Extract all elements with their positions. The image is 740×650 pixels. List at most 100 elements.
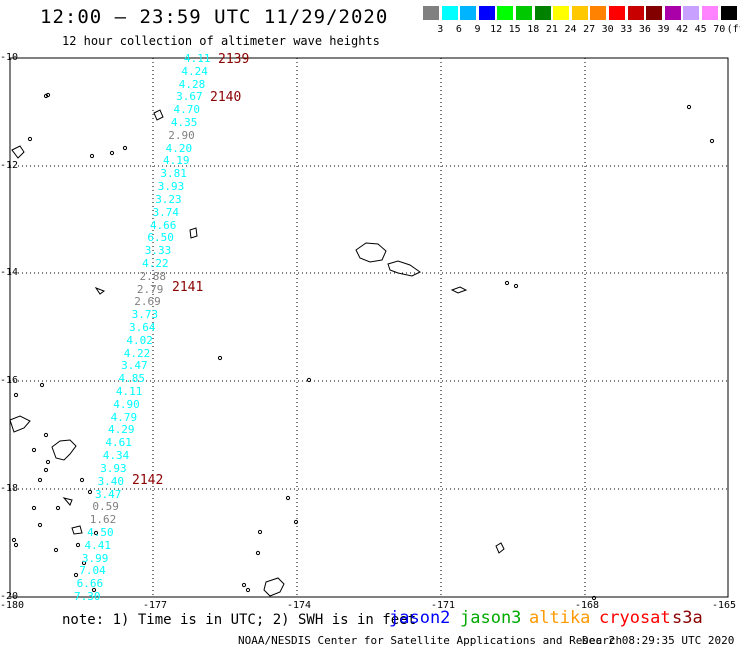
scale-swatch [553,6,570,20]
scale-label: 15 [508,24,521,35]
map-title: 12:00 — 23:59 UTC 11/29/2020 [40,6,389,28]
wave-height-label: 4.11 [184,52,211,65]
latitude-label: -16 [0,375,19,386]
wave-height-label: 6.66 [76,577,104,591]
wave-height-label: 3.47 [121,359,148,373]
longitude-label: -171 [431,600,456,611]
island-dot [45,459,51,465]
satellite-jason3-label: jason3 [460,608,522,628]
wave-height-label: 4.66 [149,218,177,232]
wave-height-label: 4.41 [84,538,111,552]
island-dot [591,595,597,601]
scale-label: 30 [601,24,614,35]
wave-height-label: 4.90 [113,397,140,411]
scale-swatch [664,6,681,20]
wave-height-label: 7.04 [79,564,106,578]
island-dot [93,530,99,536]
island-dot [241,582,247,588]
wave-height-label: 3.74 [152,205,180,219]
scale-swatch [646,6,663,20]
wave-height-label: 4.22 [123,346,151,360]
wave-height-label: 4.50 [87,525,114,539]
island-outline [450,286,468,294]
island-outline [71,525,83,535]
island-outline [355,242,387,263]
wave-height-label: 4.29 [108,423,135,437]
wave-height-label: 4.79 [110,410,138,424]
island-dot [91,587,97,593]
island-dot [686,104,692,110]
island-dot [109,150,115,156]
wave-height-label: 4.19 [163,154,190,168]
wave-height-label: 4.35 [170,116,198,130]
island-dot [53,547,59,553]
scale-label: 39 [657,24,670,35]
scale-swatch [627,6,644,20]
pass-number: 2139 [218,52,250,67]
wave-height-label: 4.61 [105,436,132,450]
longitude-label: -177 [143,600,168,611]
satellite-altika-label: altika [529,608,591,628]
island-dot [43,93,49,99]
scale-swatch [590,6,607,20]
scale-swatch [683,6,700,20]
scale-label: 9 [474,24,481,35]
wave-height-label: 4.24 [181,64,208,78]
longitude-label: -180 [0,600,25,611]
map-subtitle: 12 hour collection of altimeter wave hei… [62,34,380,48]
longitude-label: -165 [712,600,737,611]
wave-height-label: 3.33 [144,244,172,258]
island-dot [87,489,93,495]
wave-height-label: 3.99 [81,551,109,565]
latitude-label: -20 [0,591,19,602]
scale-label: 70 [713,24,726,35]
island-dot [75,542,81,548]
scale-label: 21 [545,24,558,35]
scale-label: 36 [638,24,651,35]
island-dot [31,447,37,453]
island-dot [81,560,87,566]
wave-height-label: 4.70 [173,103,201,117]
island-dot [37,522,43,528]
scale-swatch [423,6,439,20]
island-dot [504,280,510,286]
scale-swatch [460,6,477,20]
island-dot [43,432,49,438]
island-dot [31,505,37,511]
island-outline [94,286,106,295]
scale-label: 24 [564,24,577,35]
island-dot [27,136,33,142]
wave-height-label: 3.47 [94,487,122,501]
island-dot [285,495,291,501]
credit-footer: NOAA/NESDIS Center for Satellite Applica… [238,634,623,647]
wave-height-label: 3.93 [157,180,185,194]
scale-swatch [702,6,718,20]
island-dot [217,355,223,361]
pass-number: 2140 [210,90,242,105]
island-outline [387,260,421,277]
island-dot [245,587,251,593]
scale-swatch [609,6,625,20]
island-dot [13,392,19,398]
satellite-cryosat-label: cryosat [599,608,671,628]
island-dot [79,477,85,483]
island-outline [11,145,25,159]
scale-label: 42 [676,24,689,35]
scale-swatch [571,6,588,20]
wave-height-label: 3.93 [100,461,127,475]
scale-swatch [478,6,495,20]
island-outline [189,227,198,239]
wave-height-label: 2.90 [168,128,195,142]
island-outline [51,439,77,461]
pass-number: 2141 [172,280,204,295]
scale-label: 3 [437,24,444,35]
scale-swatch [441,6,458,20]
scale-label: 45 [694,24,707,35]
scale-swatch [534,6,551,20]
longitude-label: -174 [287,600,312,611]
scale-label: 18 [527,24,540,35]
island-dot [306,377,312,383]
satellite-jason2-label: jason2 [389,608,451,628]
satellite-s3a-label: s3a [672,608,703,628]
